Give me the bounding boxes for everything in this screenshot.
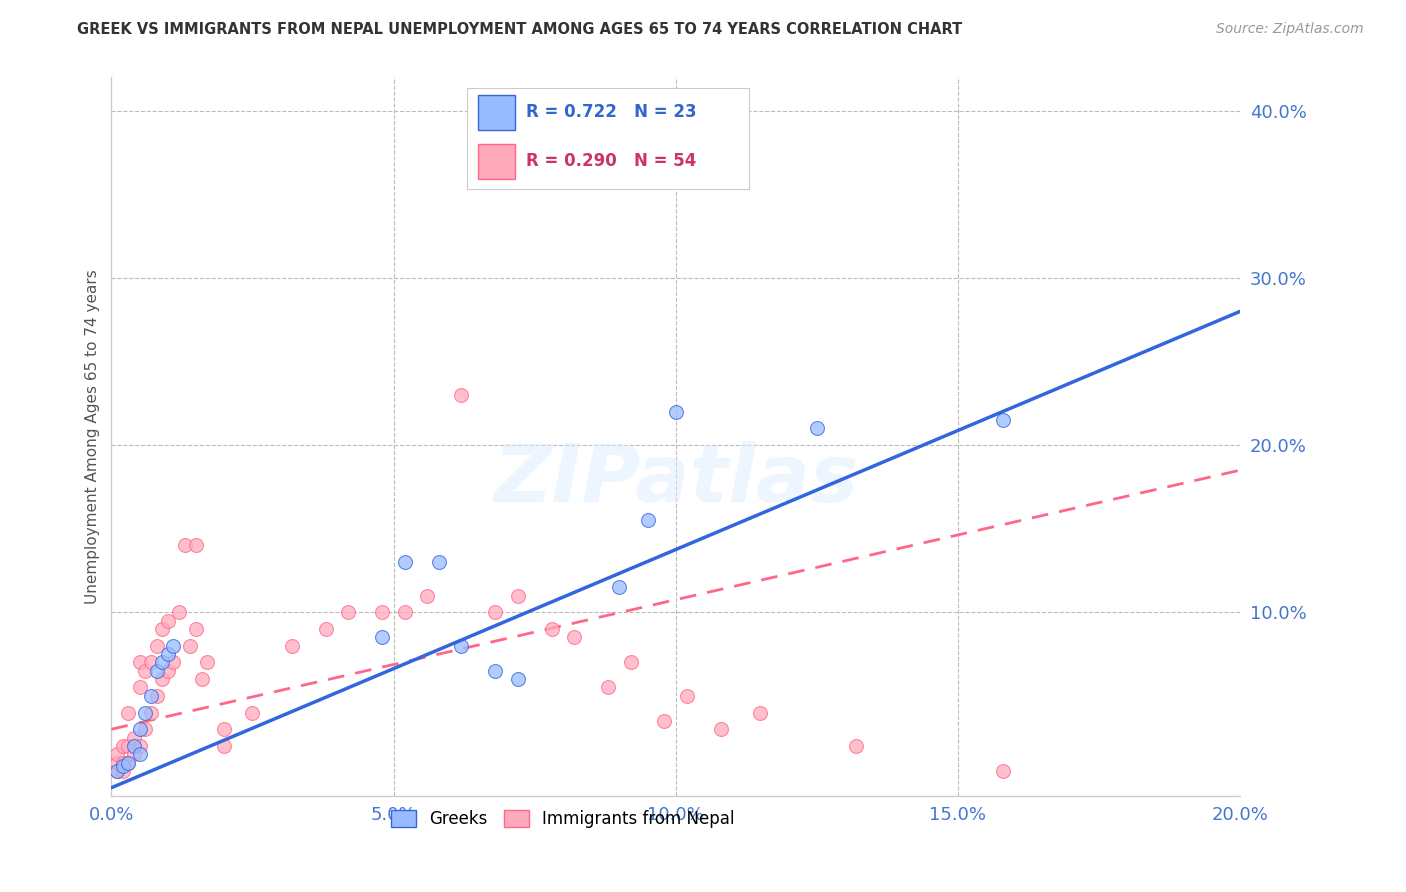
Point bbox=[845, 739, 868, 753]
Point bbox=[484, 664, 506, 678]
Point bbox=[122, 731, 145, 745]
Point bbox=[991, 764, 1014, 778]
Point bbox=[162, 656, 184, 670]
Point bbox=[184, 538, 207, 552]
Point bbox=[371, 605, 394, 619]
Point bbox=[111, 756, 134, 770]
Point bbox=[139, 656, 162, 670]
Point bbox=[450, 639, 472, 653]
Point bbox=[427, 555, 450, 569]
Point bbox=[105, 764, 128, 778]
Point bbox=[111, 764, 134, 778]
Point bbox=[150, 672, 173, 686]
Point bbox=[506, 672, 529, 686]
Point bbox=[128, 681, 150, 695]
Point bbox=[111, 759, 134, 773]
Point bbox=[139, 689, 162, 703]
Point bbox=[315, 622, 337, 636]
Point bbox=[337, 605, 360, 619]
Point bbox=[665, 405, 688, 419]
Point bbox=[607, 580, 630, 594]
Point bbox=[506, 589, 529, 603]
Point bbox=[416, 589, 439, 603]
Point bbox=[117, 706, 139, 720]
Point bbox=[179, 639, 201, 653]
Point bbox=[394, 555, 416, 569]
Point bbox=[749, 706, 772, 720]
Point bbox=[134, 664, 156, 678]
Point bbox=[128, 656, 150, 670]
Point bbox=[150, 656, 173, 670]
Point bbox=[676, 689, 699, 703]
Point bbox=[156, 647, 179, 661]
Point bbox=[156, 614, 179, 628]
Point bbox=[242, 706, 264, 720]
Point bbox=[105, 764, 128, 778]
Point bbox=[122, 747, 145, 762]
Y-axis label: Unemployment Among Ages 65 to 74 years: Unemployment Among Ages 65 to 74 years bbox=[86, 269, 100, 604]
Point bbox=[105, 756, 128, 770]
Point bbox=[214, 723, 236, 737]
Text: ZIPatlas: ZIPatlas bbox=[494, 441, 858, 519]
Point bbox=[117, 739, 139, 753]
Point bbox=[484, 605, 506, 619]
Point bbox=[128, 723, 150, 737]
Point bbox=[710, 723, 733, 737]
Point bbox=[111, 739, 134, 753]
Point bbox=[150, 622, 173, 636]
Point bbox=[540, 622, 562, 636]
Point bbox=[806, 421, 828, 435]
Point bbox=[991, 413, 1014, 427]
Point bbox=[162, 639, 184, 653]
Point bbox=[128, 739, 150, 753]
Point bbox=[145, 664, 167, 678]
Point bbox=[128, 747, 150, 762]
Point bbox=[562, 630, 585, 644]
Point bbox=[184, 622, 207, 636]
Point bbox=[450, 388, 472, 402]
Point bbox=[156, 664, 179, 678]
Legend: Greeks, Immigrants from Nepal: Greeks, Immigrants from Nepal bbox=[384, 803, 741, 835]
Point bbox=[371, 630, 394, 644]
Point bbox=[195, 656, 218, 670]
Point bbox=[134, 706, 156, 720]
Point bbox=[117, 756, 139, 770]
Point bbox=[596, 681, 619, 695]
Point bbox=[214, 739, 236, 753]
Point bbox=[190, 672, 212, 686]
Point bbox=[281, 639, 304, 653]
Point bbox=[637, 513, 659, 527]
Point bbox=[654, 714, 676, 728]
Point bbox=[117, 756, 139, 770]
Point bbox=[122, 739, 145, 753]
Point bbox=[134, 723, 156, 737]
Text: Source: ZipAtlas.com: Source: ZipAtlas.com bbox=[1216, 22, 1364, 37]
Point bbox=[139, 706, 162, 720]
Point bbox=[173, 538, 195, 552]
Point bbox=[145, 639, 167, 653]
Point bbox=[105, 747, 128, 762]
Point bbox=[145, 689, 167, 703]
Point bbox=[167, 605, 190, 619]
Point bbox=[619, 656, 641, 670]
Point bbox=[394, 605, 416, 619]
Text: GREEK VS IMMIGRANTS FROM NEPAL UNEMPLOYMENT AMONG AGES 65 TO 74 YEARS CORRELATIO: GREEK VS IMMIGRANTS FROM NEPAL UNEMPLOYM… bbox=[77, 22, 963, 37]
